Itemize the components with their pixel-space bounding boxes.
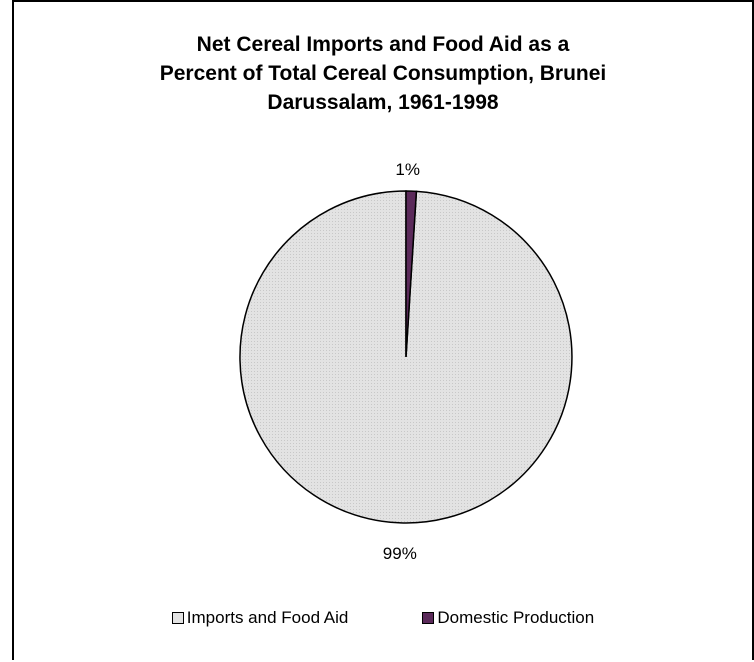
chart-title: Net Cereal Imports and Food Aid as a Per… bbox=[14, 30, 752, 117]
legend-swatch-domestic bbox=[422, 612, 435, 624]
legend-label-domestic: Domestic Production bbox=[437, 608, 595, 627]
legend: Imports and Food Aid Domestic Production bbox=[14, 608, 752, 628]
chart-title-line-3: Darussalam, 1961-1998 bbox=[267, 91, 499, 114]
legend-swatch-imports bbox=[171, 612, 184, 624]
legend-item-imports: Imports and Food Aid bbox=[171, 608, 349, 628]
legend-item-domestic: Domestic Production bbox=[422, 608, 594, 628]
chart-title-line-1: Net Cereal Imports and Food Aid as a bbox=[196, 33, 570, 56]
chart-frame: Net Cereal Imports and Food Aid as a Per… bbox=[12, 0, 754, 660]
slice-label-domestic-production: 1% bbox=[395, 160, 420, 179]
chart-title-line-2: Percent of Total Cereal Consumption, Bru… bbox=[159, 62, 607, 85]
slice-label-imports-and-food-aid: 99% bbox=[383, 544, 417, 563]
legend-label-imports: Imports and Food Aid bbox=[186, 608, 349, 627]
pie-chart: 1% 99% bbox=[239, 160, 573, 563]
pie-slice-domestic-production bbox=[405, 190, 418, 358]
